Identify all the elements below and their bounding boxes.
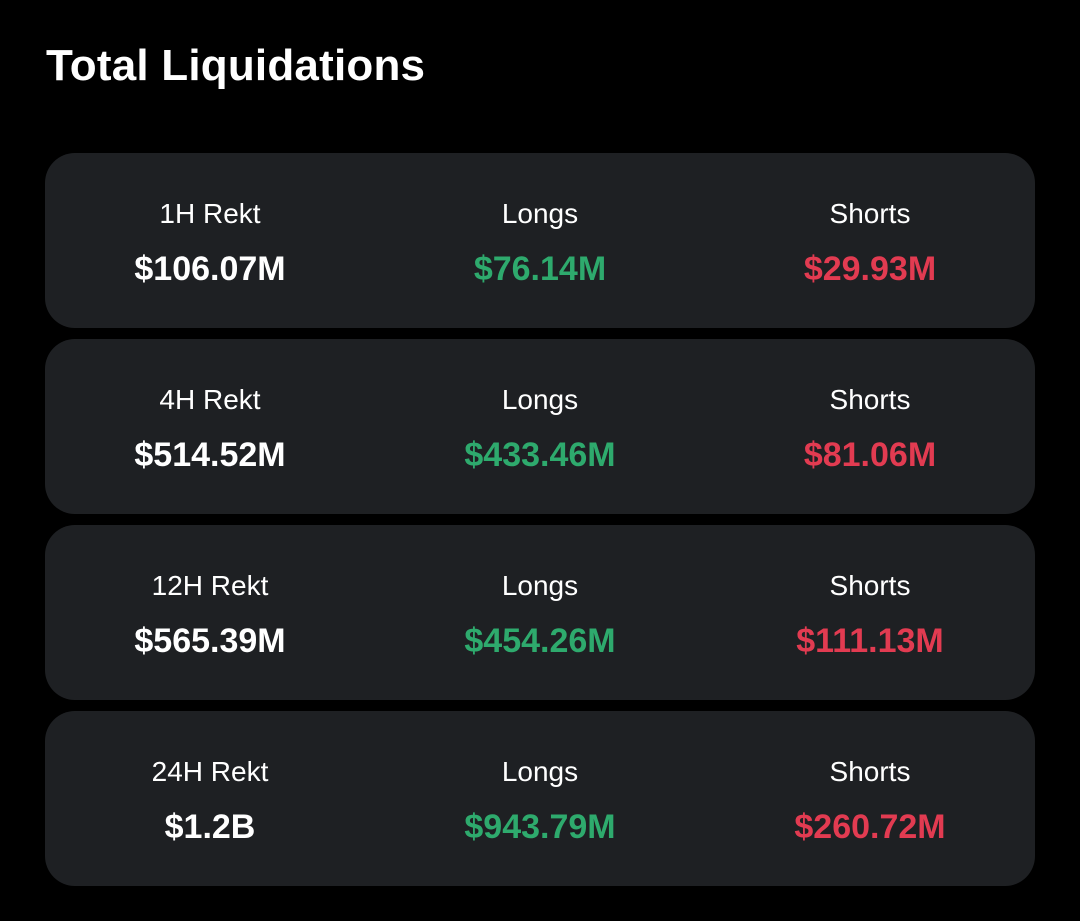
liquidation-cards: 1H Rekt $106.07M Longs $76.14M Shorts $2…	[45, 153, 1035, 897]
longs-label: Longs	[501, 384, 579, 415]
longs-cell: Longs $76.14M	[375, 153, 705, 328]
longs-value: $76.14M	[473, 250, 607, 288]
shorts-cell: Shorts $111.13M	[705, 525, 1035, 700]
longs-value: $943.79M	[464, 808, 616, 846]
shorts-value: $111.13M	[796, 622, 944, 660]
shorts-value: $29.93M	[803, 250, 937, 288]
total-cell: 12H Rekt $565.39M	[45, 525, 375, 700]
shorts-label: Shorts	[829, 384, 911, 415]
total-cell: 1H Rekt $106.07M	[45, 153, 375, 328]
period-label: 1H Rekt	[159, 198, 261, 229]
longs-cell: Longs $433.46M	[375, 339, 705, 514]
total-value: $1.2B	[164, 808, 256, 846]
shorts-label: Shorts	[829, 570, 911, 601]
longs-label: Longs	[501, 756, 579, 787]
liquidation-card-1h[interactable]: 1H Rekt $106.07M Longs $76.14M Shorts $2…	[45, 153, 1035, 328]
total-cell: 24H Rekt $1.2B	[45, 711, 375, 886]
page-title: Total Liquidations	[46, 41, 426, 90]
shorts-label: Shorts	[829, 198, 911, 229]
longs-label: Longs	[501, 198, 579, 229]
shorts-cell: Shorts $260.72M	[705, 711, 1035, 886]
period-label: 24H Rekt	[151, 756, 269, 787]
longs-label: Longs	[501, 570, 579, 601]
shorts-value: $260.72M	[794, 808, 946, 846]
total-value: $565.39M	[134, 622, 286, 660]
period-label: 4H Rekt	[159, 384, 261, 415]
liquidation-card-24h[interactable]: 24H Rekt $1.2B Longs $943.79M Shorts $26…	[45, 711, 1035, 886]
period-label: 12H Rekt	[151, 570, 269, 601]
total-value: $106.07M	[134, 250, 286, 288]
liquidation-card-12h[interactable]: 12H Rekt $565.39M Longs $454.26M Shorts …	[45, 525, 1035, 700]
shorts-cell: Shorts $81.06M	[705, 339, 1035, 514]
shorts-label: Shorts	[829, 756, 911, 787]
shorts-cell: Shorts $29.93M	[705, 153, 1035, 328]
longs-cell: Longs $454.26M	[375, 525, 705, 700]
total-cell: 4H Rekt $514.52M	[45, 339, 375, 514]
liquidation-card-4h[interactable]: 4H Rekt $514.52M Longs $433.46M Shorts $…	[45, 339, 1035, 514]
longs-value: $454.26M	[464, 622, 616, 660]
longs-value: $433.46M	[464, 436, 616, 474]
longs-cell: Longs $943.79M	[375, 711, 705, 886]
shorts-value: $81.06M	[803, 436, 937, 474]
total-value: $514.52M	[134, 436, 286, 474]
